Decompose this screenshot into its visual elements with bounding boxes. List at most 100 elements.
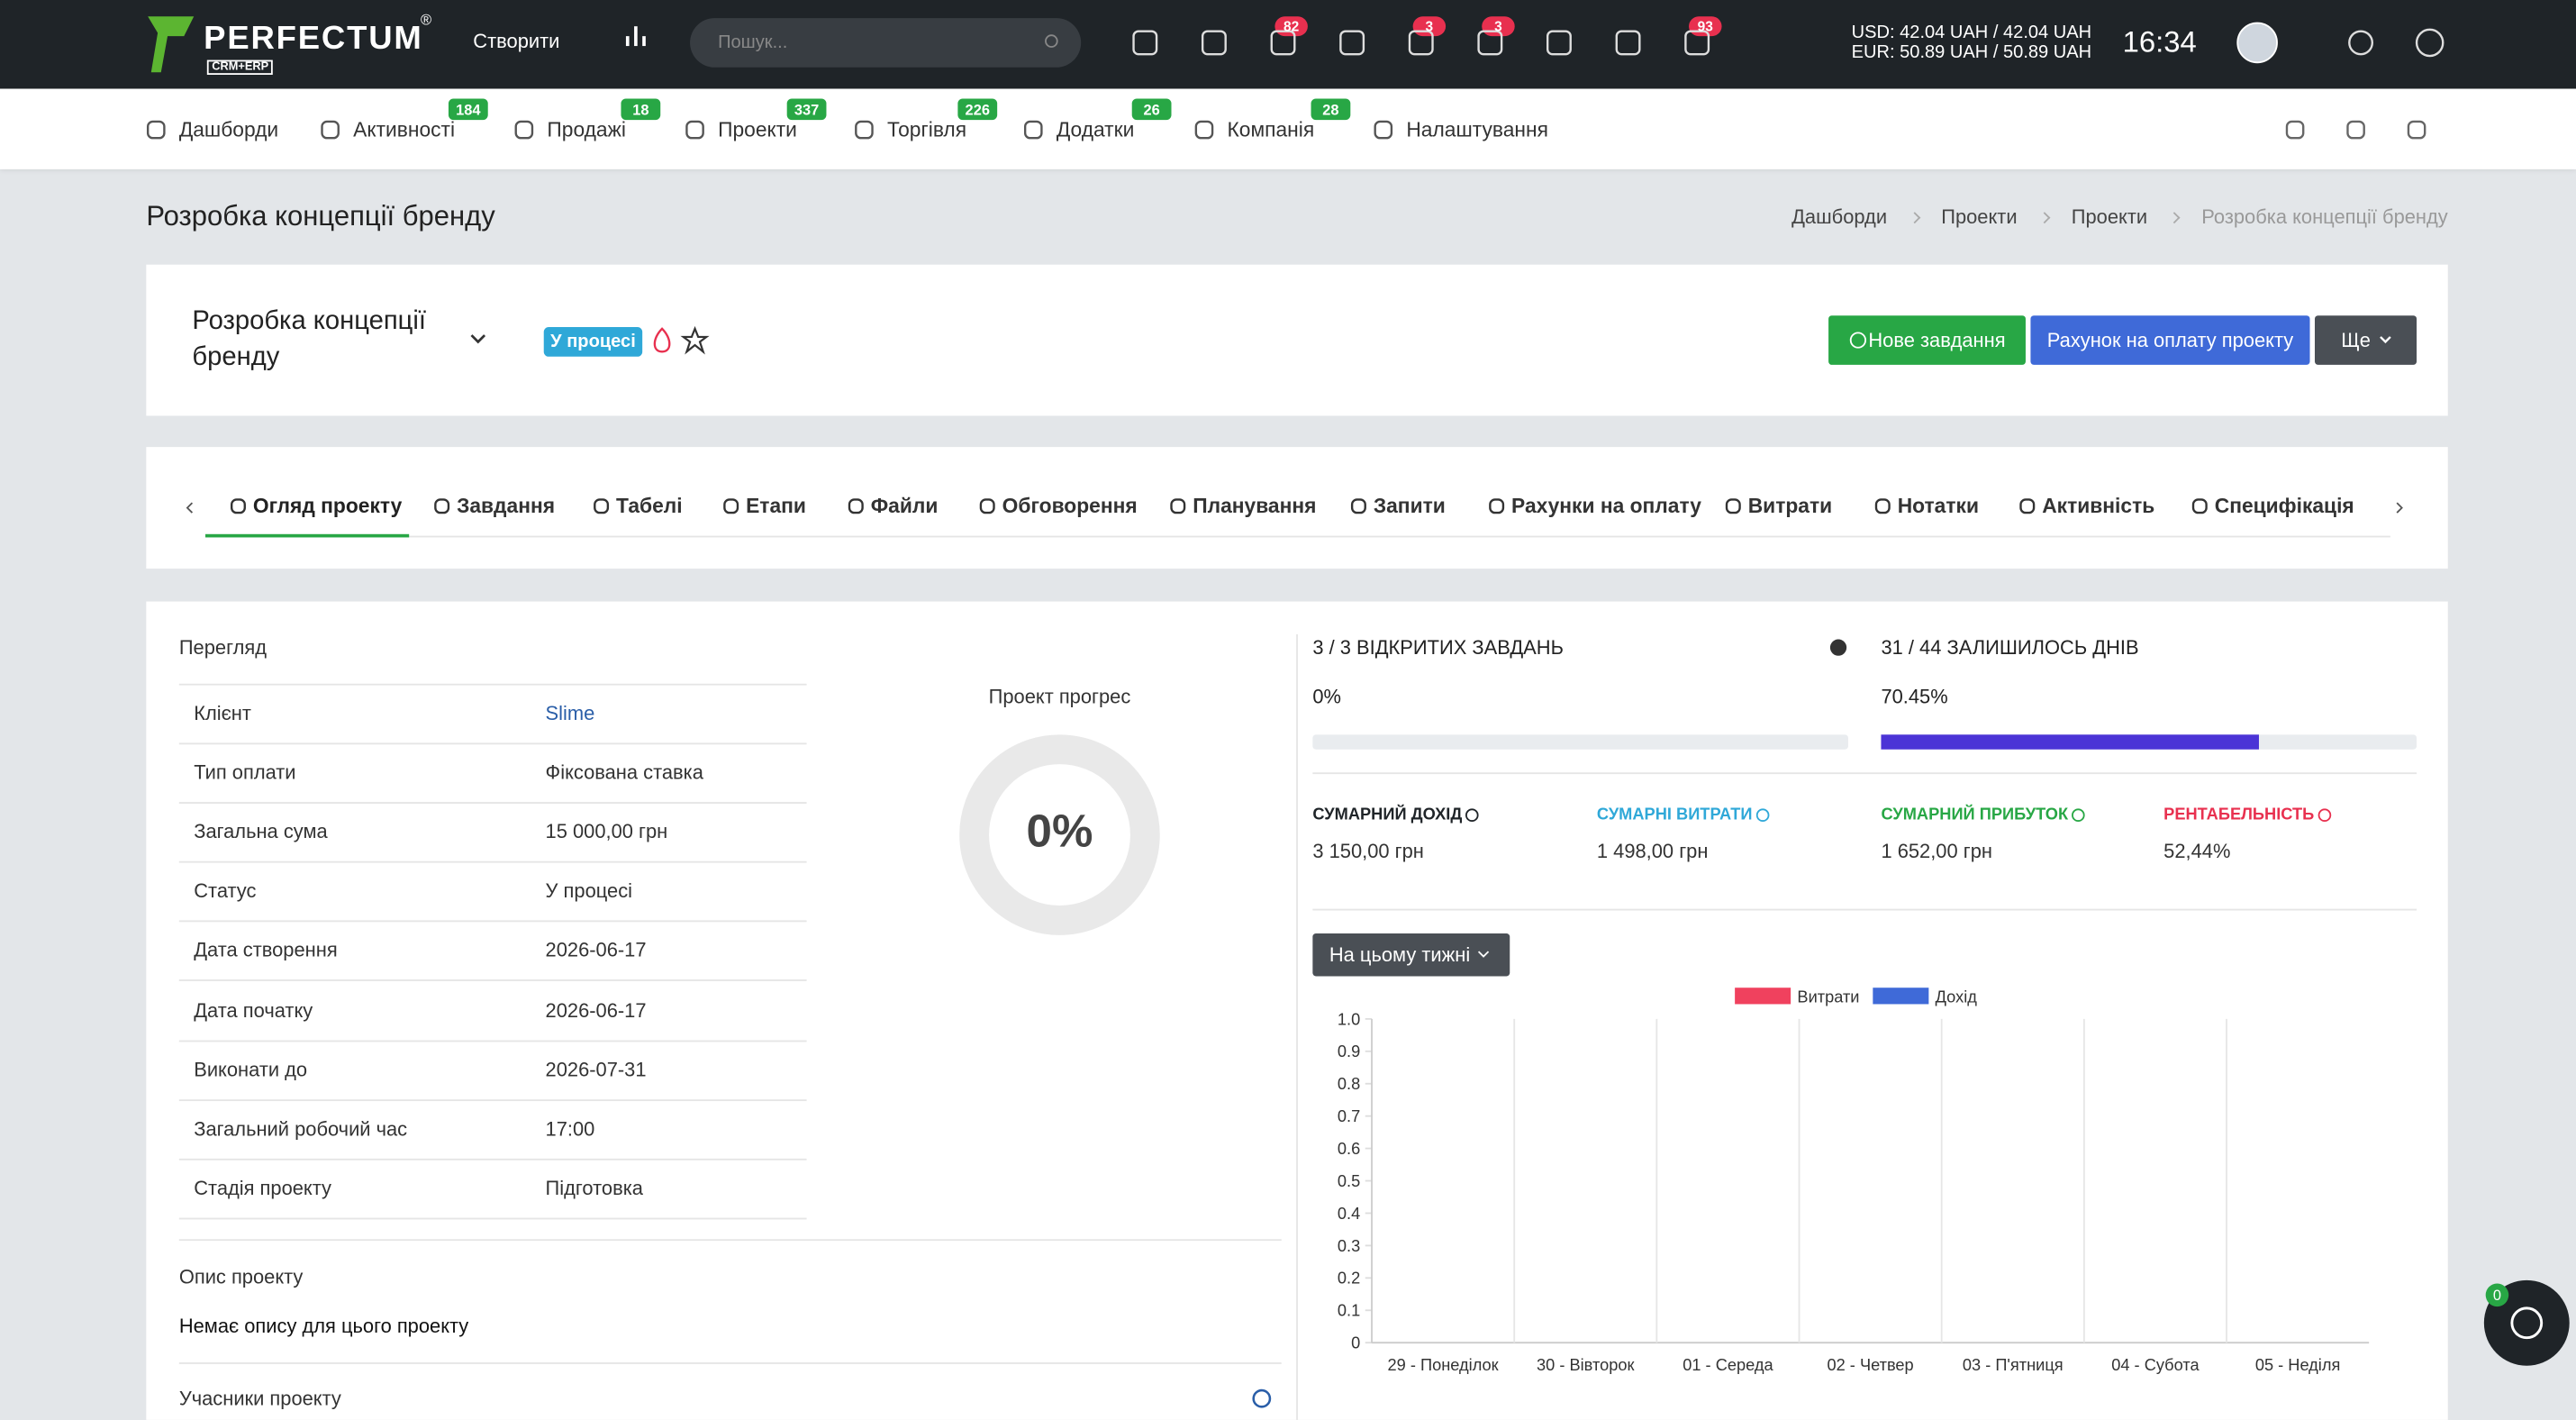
- currency-usd: USD: 42.04 UAH / 42.04 UAH: [1851, 23, 2092, 43]
- tab-icon: [594, 498, 610, 514]
- breadcrumb[interactable]: Дашборди: [1791, 205, 1888, 229]
- check-icon: [1829, 639, 1847, 656]
- create-menu[interactable]: Створити: [473, 29, 560, 53]
- logo-mark: ®: [420, 11, 432, 29]
- nav-icon: [1374, 120, 1393, 140]
- tab[interactable]: Завдання: [457, 495, 556, 518]
- x-tick-label: 04 - Субота: [2111, 1355, 2200, 1374]
- row-label: Клієнт: [194, 701, 251, 725]
- row-label: Виконати до: [194, 1057, 308, 1081]
- tab-icon: [434, 498, 450, 514]
- nav-item[interactable]: Торгівля: [886, 118, 967, 141]
- breadcrumb: Розробка концепції бренду: [2201, 205, 2448, 229]
- nav-item[interactable]: Компанія: [1227, 118, 1315, 141]
- stat-percent: 0%: [1312, 685, 1341, 709]
- stat-percent: 70.45%: [1881, 685, 1948, 709]
- row-label: Стадія проекту: [194, 1176, 331, 1200]
- nav-badge: [448, 98, 488, 121]
- logo: PERFECTUM: [204, 20, 423, 57]
- tab[interactable]: Активність: [2042, 495, 2155, 518]
- divider: [178, 1239, 1282, 1242]
- chat-badge: [2485, 1283, 2509, 1307]
- nav-badge: [1311, 98, 1351, 121]
- info-icon: [1465, 808, 1479, 822]
- action-button[interactable]: [1828, 315, 2026, 365]
- nav-right-icon: [2407, 120, 2426, 140]
- breadcrumb[interactable]: Проекти: [2071, 205, 2148, 229]
- nav-bar: [0, 88, 2576, 169]
- search-box[interactable]: [690, 18, 1082, 68]
- tabs-line: [204, 535, 2390, 538]
- row-line: [178, 742, 807, 745]
- plus-icon: [1849, 332, 1867, 349]
- tab-icon: [1350, 498, 1366, 514]
- currency-eur: EUR: 50.89 UAH / 50.89 UAH: [1851, 42, 2092, 63]
- nav-icon: [685, 120, 704, 140]
- status-label: У процесі: [550, 332, 636, 352]
- top-icon: [1684, 30, 1710, 56]
- nav-badge: [1131, 98, 1172, 121]
- row-value[interactable]: Slime: [545, 701, 595, 725]
- tab[interactable]: Нотатки: [1897, 495, 1979, 518]
- nav-item[interactable]: Налаштування: [1406, 118, 1548, 141]
- tab[interactable]: Етапи: [746, 495, 806, 518]
- y-tick-label: 0.5: [1338, 1171, 1360, 1190]
- period-label[interactable]: На цьому тижні: [1329, 942, 1471, 967]
- tab[interactable]: Планування: [1193, 495, 1317, 518]
- nav-item[interactable]: Дашборди: [178, 118, 279, 141]
- legend-swatch: [1735, 988, 1791, 1005]
- x-tick-label: 03 - П'ятниця: [1963, 1355, 2064, 1374]
- metric-value: 52,44%: [2163, 840, 2231, 863]
- legend-label: Витрати: [1797, 988, 1859, 1006]
- nav-item[interactable]: Активності: [353, 118, 456, 141]
- action-button[interactable]: [2314, 315, 2417, 365]
- row-line: [178, 920, 807, 923]
- action-button-label[interactable]: Нове завдання: [1868, 328, 2006, 352]
- divider: [1312, 908, 2417, 911]
- y-tick-label: 0.1: [1338, 1301, 1360, 1320]
- tab[interactable]: Табелі: [615, 495, 683, 518]
- tab[interactable]: Запити: [1373, 495, 1446, 518]
- nav-icon: [514, 120, 534, 140]
- info-icon: [1755, 808, 1770, 822]
- top-icon: [1201, 30, 1227, 56]
- stat-title: 3 / 3 ВІДКРИТИХ ЗАВДАНЬ: [1312, 635, 1564, 660]
- divider: [178, 1362, 1282, 1364]
- section-title: Опис проекту: [178, 1265, 304, 1289]
- top-icon: [1615, 30, 1641, 56]
- clock: 16:34: [2122, 25, 2197, 59]
- nav-item[interactable]: Продажі: [547, 118, 626, 141]
- top-icon: [1477, 30, 1503, 56]
- tab[interactable]: Файли: [870, 495, 939, 518]
- progress-title: Проект прогрес: [988, 685, 1131, 709]
- divider: [1312, 772, 2417, 775]
- nav-badge-count: 226: [965, 101, 990, 118]
- legend-swatch: [1873, 988, 1929, 1005]
- tab-icon: [2019, 498, 2036, 514]
- nav-item[interactable]: Проекти: [718, 118, 797, 141]
- nav-badge-count: 184: [456, 101, 481, 118]
- breadcrumb[interactable]: Проекти: [1941, 205, 2018, 229]
- tab[interactable]: Огляд проекту: [252, 495, 403, 518]
- row-line: [178, 683, 807, 686]
- action-button-label[interactable]: Рахунок на оплату проекту: [2046, 328, 2294, 352]
- period-select[interactable]: [1312, 933, 1510, 977]
- y-tick-label: 0.7: [1338, 1106, 1360, 1125]
- tab-next: [2396, 502, 2403, 514]
- settings-icon: [1252, 1388, 1272, 1408]
- tab-prev: [186, 502, 194, 514]
- x-tick-label: 29 - Понеділок: [1388, 1355, 1500, 1374]
- nav-icon: [855, 120, 874, 140]
- action-button[interactable]: [2030, 315, 2310, 365]
- badge-count: 82: [1283, 18, 1300, 35]
- tab-icon: [230, 498, 246, 514]
- tab[interactable]: Специфікація: [2214, 495, 2354, 518]
- nav-item[interactable]: Додатки: [1056, 118, 1135, 141]
- badge-count: 3: [1425, 18, 1434, 35]
- action-button-label[interactable]: Ще: [2341, 328, 2371, 352]
- row-line: [178, 802, 807, 805]
- nav-right-icon: [2346, 120, 2365, 140]
- tab[interactable]: Рахунки на оплату: [1511, 495, 1701, 518]
- tab[interactable]: Обговорення: [1002, 495, 1138, 518]
- tab[interactable]: Витрати: [1747, 495, 1833, 518]
